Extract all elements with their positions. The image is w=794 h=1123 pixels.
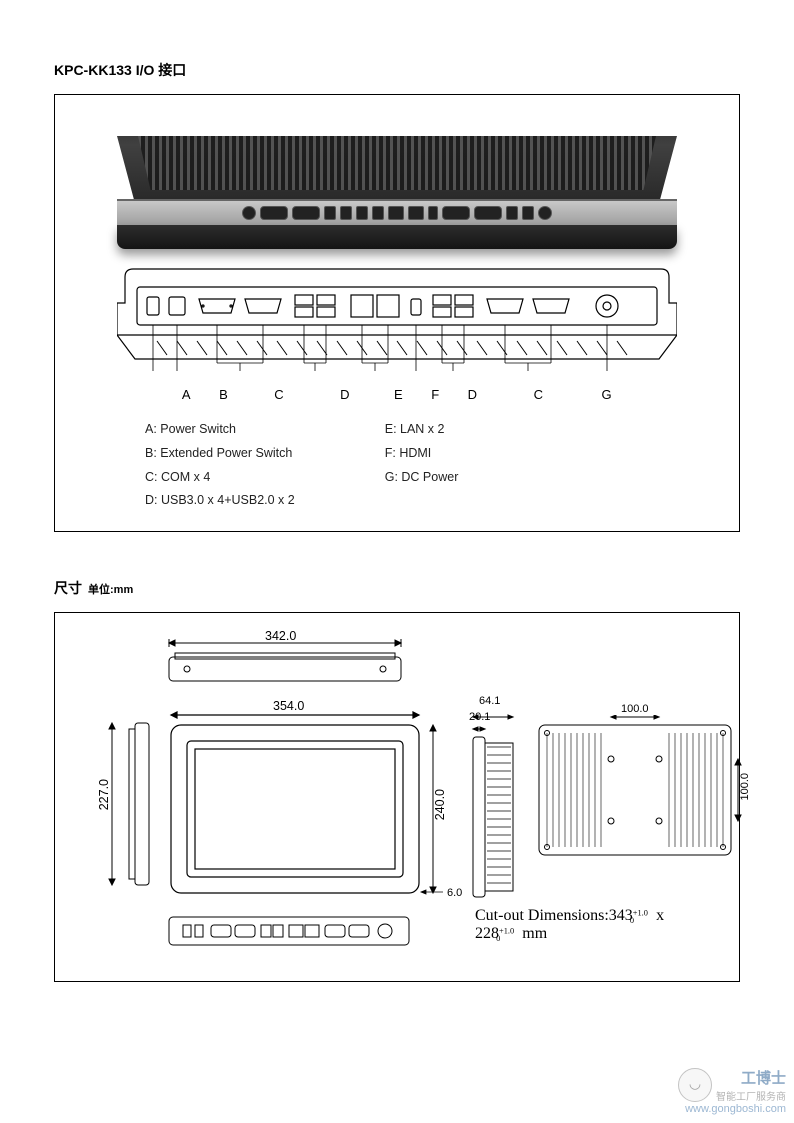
io-letter: C <box>274 387 284 402</box>
watermark: 工博士 智能工厂服务商 www.gongboshi.com <box>678 1067 786 1115</box>
io-letter: F <box>431 387 439 402</box>
io-letter-row: A B C D E F D C G <box>75 387 719 402</box>
legend-item: B: Extended Power Switch <box>145 442 295 466</box>
rear-view <box>535 715 735 865</box>
legend-item: C: COM x 4 <box>145 466 295 490</box>
io-legend: A: Power Switch B: Extended Power Switch… <box>75 418 719 513</box>
dim-top-width: 342.0 <box>265 629 296 643</box>
dim-vesa-w: 100.0 <box>621 703 649 715</box>
io-letter: B <box>219 387 228 402</box>
dimensions-box: 342.0 227.0 354.0 <box>54 612 740 982</box>
io-letter: D <box>340 387 350 402</box>
dim-front-height: 240.0 <box>433 789 447 820</box>
io-box: A B C D E F D C G A: Power Switch B: Ext… <box>54 94 740 532</box>
io-letter: G <box>601 387 612 402</box>
legend-item: A: Power Switch <box>145 418 295 442</box>
watermark-brand: 工博士 <box>716 1067 786 1088</box>
watermark-sub: 智能工厂服务商 <box>716 1088 786 1103</box>
legend-item: F: HDMI <box>385 442 459 466</box>
legend-item: D: USB3.0 x 4+USB2.0 x 2 <box>145 489 295 513</box>
dim-depth-total: 64.1 <box>479 695 500 707</box>
legend-item: E: LAN x 2 <box>385 418 459 442</box>
side-depth-view <box>463 707 521 907</box>
cutout-dimensions: Cut-out Dimensions:343+1.00 x 228+1.00 m… <box>475 907 719 943</box>
mascot-icon <box>678 1068 712 1102</box>
dim-front-width: 354.0 <box>273 699 304 713</box>
io-section-title: KPC-KK133 I/O 接口 <box>54 60 740 80</box>
io-letter: C <box>534 387 544 402</box>
dim-depth-front: 20.1 <box>469 711 490 723</box>
io-letter: E <box>394 387 403 402</box>
io-line-drawing: A B C D E F D C G <box>75 263 719 402</box>
bottom-io-view <box>165 913 413 949</box>
front-view <box>165 707 425 907</box>
dim-side-height: 227.0 <box>97 779 111 810</box>
device-photo <box>75 109 719 249</box>
io-letter: D <box>468 387 478 402</box>
io-letter: A <box>182 387 191 402</box>
dim-section-title: 尺寸单位:mm <box>54 578 740 598</box>
dim-vesa-h: 100.0 <box>739 773 751 801</box>
watermark-url: www.gongboshi.com <box>678 1103 786 1115</box>
dim-bezel: 6.0 <box>447 887 462 899</box>
side-view-left <box>119 719 153 889</box>
legend-item: G: DC Power <box>385 466 459 490</box>
